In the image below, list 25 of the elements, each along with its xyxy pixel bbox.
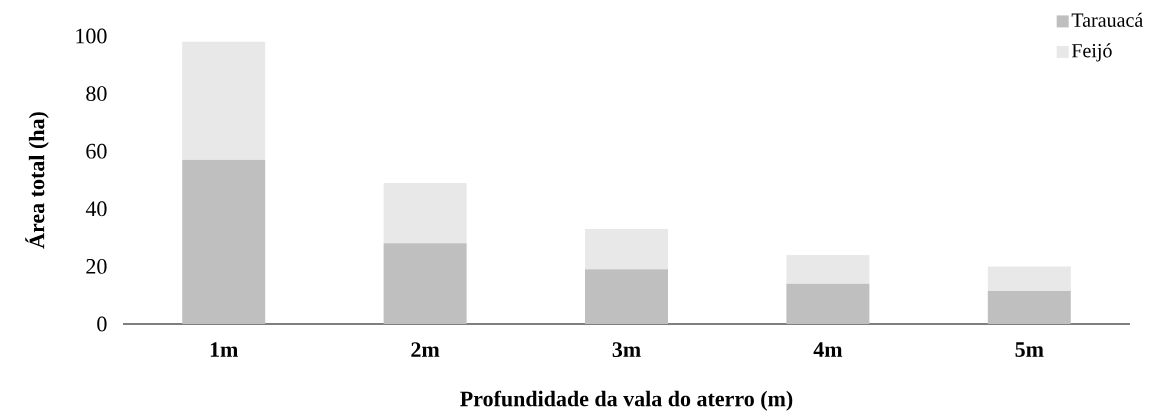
y-tick-label: 100 — [76, 28, 107, 44]
bar — [182, 41, 266, 160]
y-tick-label: 20 — [86, 258, 107, 274]
bar — [383, 243, 467, 324]
bar — [987, 290, 1071, 324]
x-axis-title: Profundidade da vala do aterro (m) — [460, 390, 793, 411]
x-tick-label: 1m — [210, 342, 238, 357]
legend-label: Tarauacá — [1071, 12, 1143, 27]
bar — [987, 266, 1071, 291]
x-tick-label: 2m — [411, 342, 440, 357]
bar — [585, 269, 668, 324]
bar — [585, 228, 668, 270]
bar — [786, 254, 870, 284]
bar — [182, 159, 266, 324]
legend-label: Feijó — [1071, 43, 1112, 62]
y-axis-title: Área total (ha) — [25, 112, 49, 249]
bar — [383, 182, 467, 244]
x-tick-label: 4m — [813, 342, 843, 357]
x-tick-label: 5m — [1015, 342, 1044, 357]
x-tick-label: 3m — [612, 342, 641, 358]
y-tick-label: 80 — [86, 86, 107, 102]
y-tick-label: 40 — [85, 201, 107, 217]
y-tick-label: 60 — [86, 143, 107, 159]
y-tick-label: 0 — [97, 316, 107, 332]
bar — [786, 283, 870, 324]
